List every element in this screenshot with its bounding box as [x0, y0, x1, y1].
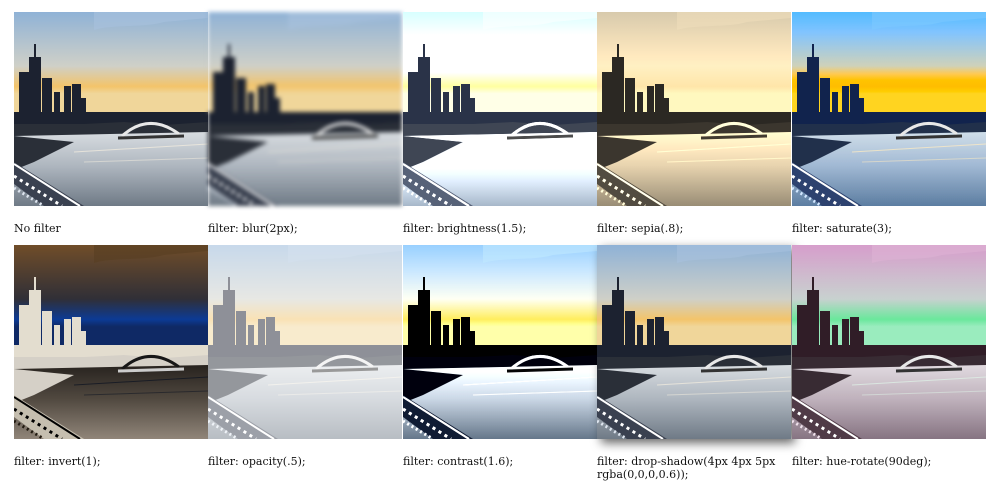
- filter-caption-1: No filter: [14, 222, 61, 235]
- filter-demo-grid: No filter filter: blur(2px);: [14, 12, 986, 482]
- filter-preview-2: [208, 12, 402, 206]
- filter-caption-2: filter: blur(2px);: [208, 222, 298, 235]
- filter-preview-8: [403, 245, 597, 439]
- filter-caption-9: filter: drop-shadow(4px 4px 5px rgba(0,0…: [597, 455, 776, 481]
- city-river-photo: [14, 245, 208, 439]
- city-river-photo: [403, 245, 597, 439]
- filter-preview-4: [597, 12, 791, 206]
- city-river-photo: [792, 245, 986, 439]
- filter-preview-3: [403, 12, 597, 206]
- filter-preview-1: [14, 12, 208, 206]
- city-river-photo: [597, 245, 791, 439]
- filter-caption-4: filter: sepia(.8);: [597, 222, 684, 235]
- filter-preview-9: [597, 245, 791, 439]
- filter-preview-10: [792, 245, 986, 439]
- city-river-photo: [208, 12, 402, 206]
- city-river-photo: [208, 245, 402, 439]
- city-river-photo: [14, 12, 208, 206]
- filter-caption-5: filter: saturate(3);: [792, 222, 892, 235]
- filter-preview-7: [208, 245, 402, 439]
- filter-caption-8: filter: contrast(1.6);: [403, 455, 514, 468]
- city-river-photo: [597, 12, 791, 206]
- filter-caption-7: filter: opacity(.5);: [208, 455, 306, 468]
- filter-preview-5: [792, 12, 986, 206]
- city-river-photo: [403, 12, 597, 206]
- filter-caption-3: filter: brightness(1.5);: [403, 222, 527, 235]
- filter-caption-10: filter: hue-rotate(90deg);: [792, 455, 932, 468]
- filter-preview-6: [14, 245, 208, 439]
- city-river-photo: [792, 12, 986, 206]
- filter-caption-6: filter: invert(1);: [14, 455, 101, 468]
